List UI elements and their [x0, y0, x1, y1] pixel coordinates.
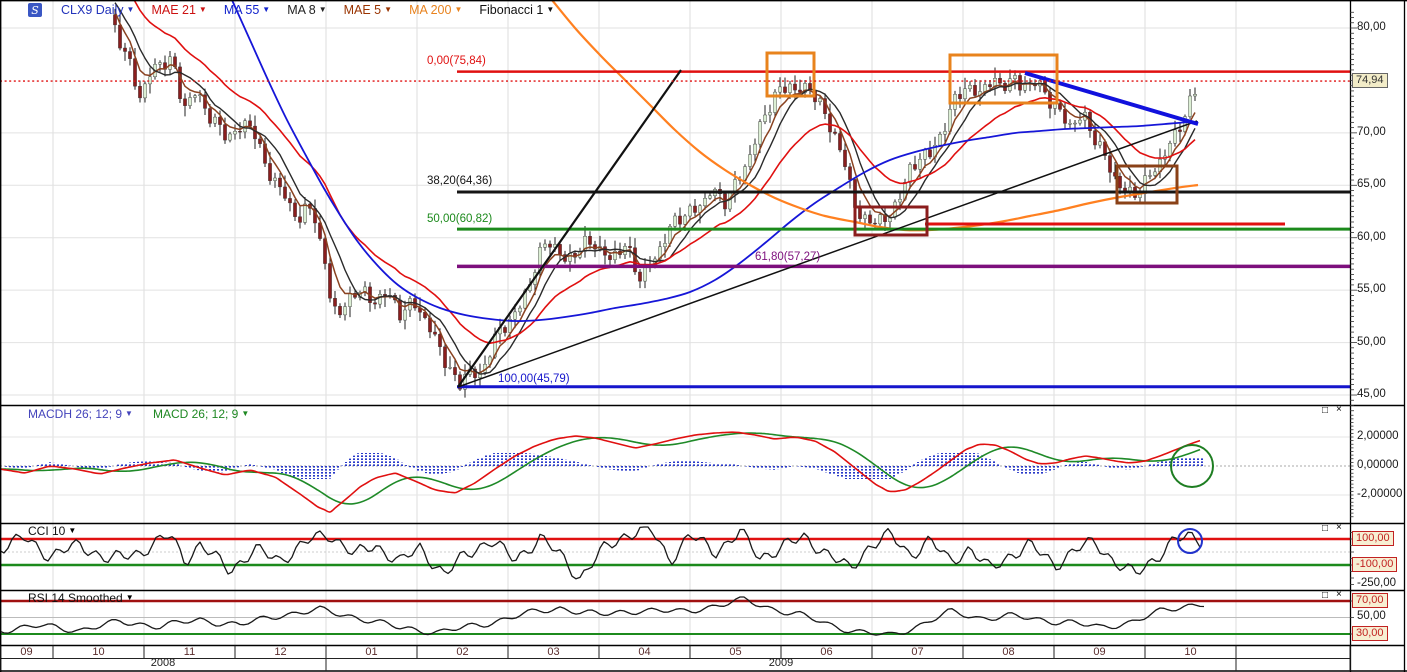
- price-axis-label: 70,00: [1357, 125, 1386, 138]
- month-label: 09: [1093, 646, 1106, 658]
- chevron-down-icon: ▼: [454, 5, 463, 14]
- close-button[interactable]: ×: [1336, 589, 1342, 600]
- year-label: 2009: [768, 657, 794, 669]
- macd-axis-label: -2,00000: [1357, 488, 1403, 500]
- indicator-label: MA 8: [287, 3, 316, 17]
- fib-label-38: 38,20(64,36): [427, 175, 493, 187]
- instrument-label: CLX9 Daily: [61, 3, 124, 17]
- macd-indicator[interactable]: MACD 26; 12; 9 ▼: [153, 407, 249, 421]
- macdh-indicator[interactable]: MACDH 26; 12; 9 ▼: [28, 407, 133, 421]
- chevron-down-icon: ▼: [125, 409, 133, 418]
- indicator-fibonacci[interactable]: Fibonacci 1 ▼: [479, 3, 554, 17]
- indicator-ma8[interactable]: MA 8 ▼: [287, 3, 326, 17]
- chevron-down-icon: ▼: [384, 5, 393, 14]
- close-button[interactable]: ×: [1336, 522, 1342, 533]
- month-label: 02: [456, 646, 469, 658]
- month-label: 06: [820, 646, 833, 658]
- indicator-mae5[interactable]: MAE 5 ▼: [344, 3, 392, 17]
- month-label: 05: [729, 646, 742, 658]
- month-label: 03: [547, 646, 560, 658]
- chevron-down-icon: ▼: [262, 5, 271, 14]
- fib-label-100: 100,00(45,79): [498, 373, 570, 385]
- chevron-down-icon: ▼: [126, 5, 135, 14]
- indicator-ma200[interactable]: MA 200 ▼: [409, 3, 462, 17]
- price-axis-label: 80,00: [1357, 21, 1386, 33]
- chevron-down-icon: ▼: [318, 5, 327, 14]
- month-label: 01: [365, 646, 378, 658]
- macdh-label: MACDH 26; 12; 9: [28, 407, 123, 421]
- indicator-label: MA 200: [409, 3, 452, 17]
- month-label: 08: [1002, 646, 1015, 658]
- minimize-button[interactable]: □: [1322, 523, 1329, 534]
- app-logo-icon: S: [28, 3, 42, 17]
- cci-axis-badge: -100,00: [1352, 556, 1398, 572]
- year-label: 2008: [150, 657, 176, 669]
- month-label: 11: [183, 646, 196, 658]
- close-button[interactable]: ×: [1336, 404, 1342, 415]
- rsi-label: RSI 14 Smoothed: [28, 591, 123, 605]
- price-axis-label: 55,00: [1357, 283, 1386, 296]
- cci-label: CCI 10: [28, 524, 66, 538]
- month-label: 07: [911, 646, 924, 658]
- chevron-down-icon: ▼: [546, 5, 555, 14]
- cci-indicator[interactable]: CCI 10 ▼: [28, 524, 76, 538]
- month-label: 09: [20, 646, 33, 658]
- rsi-indicator[interactable]: RSI 14 Smoothed ▼: [28, 591, 134, 605]
- rsi-axis-label: 50,00: [1357, 610, 1386, 622]
- rsi-panel-header: RSI 14 Smoothed ▼: [28, 591, 134, 605]
- indicator-label: MAE 21: [151, 3, 196, 17]
- indicator-label: MAE 5: [343, 3, 382, 17]
- indicator-label: Fibonacci 1: [479, 3, 544, 17]
- month-label: 10: [92, 646, 105, 658]
- price-axis-label: 50,00: [1357, 335, 1386, 348]
- rsi-axis-badge: 70,00: [1352, 592, 1388, 608]
- macd-label: MACD 26; 12; 9: [152, 407, 239, 421]
- instrument-selector[interactable]: CLX9 Daily ▼: [61, 3, 134, 17]
- minimize-button[interactable]: □: [1322, 590, 1329, 601]
- current-price-badge: 74,94: [1352, 72, 1388, 88]
- month-label: 12: [274, 646, 287, 658]
- cci-panel-header: CCI 10 ▼: [28, 524, 76, 538]
- chevron-down-icon: ▼: [198, 5, 207, 14]
- month-label: 10: [1184, 646, 1197, 658]
- macd-axis-label: 2,00000: [1357, 430, 1399, 442]
- price-axis-label: 65,00: [1357, 178, 1386, 191]
- indicator-mae21[interactable]: MAE 21 ▼: [151, 3, 206, 17]
- chevron-down-icon: ▼: [241, 409, 250, 418]
- fib-label-61: 61,80(57,27): [755, 251, 821, 263]
- chevron-down-icon: ▼: [125, 593, 134, 602]
- minimize-button[interactable]: □: [1322, 405, 1329, 416]
- rsi-axis-badge: 30,00: [1352, 625, 1388, 641]
- macd-panel-header: MACDH 26; 12; 9 ▼ MACD 26; 12; 9 ▼: [28, 407, 249, 421]
- indicator-label: MA 55: [223, 3, 260, 17]
- cci-axis-label: -250,00: [1357, 577, 1397, 589]
- price-axis-label: 60,00: [1357, 230, 1386, 243]
- indicator-toolbar: S CLX9 Daily ▼ MAE 21 ▼ MA 55 ▼ MA 8 ▼ M…: [28, 2, 554, 18]
- macd-axis-label: 0,00000: [1357, 459, 1399, 471]
- chevron-down-icon: ▼: [68, 526, 77, 535]
- cci-axis-badge: 100,00: [1352, 530, 1394, 546]
- month-label: 04: [638, 646, 651, 658]
- price-axis-label: 45,00: [1357, 388, 1386, 400]
- fib-label-50: 50,00(60,82): [427, 213, 493, 225]
- fib-label-0: 0,00(75,84): [427, 55, 486, 67]
- indicator-ma55[interactable]: MA 55 ▼: [224, 3, 270, 17]
